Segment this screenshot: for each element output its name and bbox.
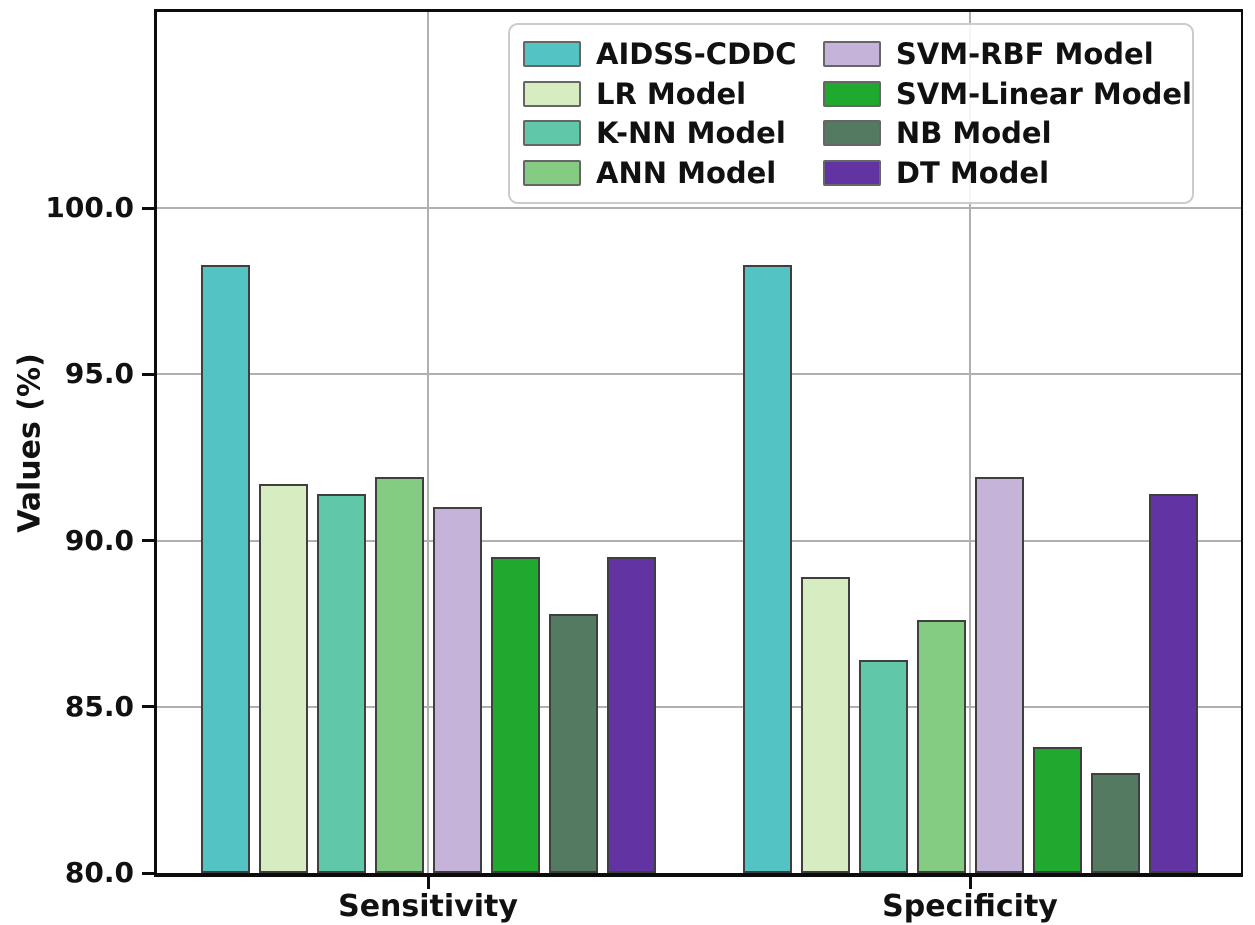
- bar-sensitivity-svm-linear-model: [490, 557, 540, 873]
- y-tick-label-90.0: 90.0: [64, 523, 134, 557]
- legend-label-lr-model: LR Model: [596, 76, 747, 111]
- gridline-y-100.0: [157, 207, 1241, 210]
- legend-swatch-svm-rbf-model: [822, 41, 881, 67]
- plot-inner: [157, 12, 1241, 873]
- x-tick-label-specificity: Specificity: [882, 889, 1058, 924]
- legend-swatch-nb-model: [822, 120, 881, 147]
- legend-column-2: SVM-RBF Model SVM-Linear Model NB Model DT …: [822, 36, 1192, 191]
- bar-sensitivity-dt-model: [606, 557, 656, 873]
- y-tick-label-80.0: 80.0: [64, 856, 134, 889]
- bar-sensitivity-k-nn-model: [316, 494, 366, 873]
- legend-item-svm-linear-model: SVM-Linear Model: [822, 76, 1192, 112]
- x-tick-mark-sensitivity: [426, 877, 430, 889]
- x-tick-label-sensitivity: Sensitivity: [338, 889, 518, 924]
- x-tick-mark-specificity: [968, 877, 972, 889]
- legend-swatch-ann-model: [523, 159, 581, 186]
- y-tick-label-95.0: 95.0: [64, 357, 134, 391]
- legend-label-k-nn-model: K-NN Model: [596, 116, 786, 151]
- y-tick-mark-90.0: [142, 539, 154, 543]
- y-tick-label-85.0: 85.0: [64, 689, 134, 723]
- y-tick-mark-85.0: [142, 705, 154, 709]
- bar-specificity-k-nn-model: [858, 660, 908, 873]
- legend-item-ann-model: ANN Model: [523, 155, 823, 191]
- bar-sensitivity-lr-model: [258, 484, 308, 873]
- bar-specificity-svm-rbf-model: [974, 477, 1024, 873]
- bar-sensitivity-svm-rbf-model: [432, 507, 482, 873]
- y-tick-mark-80.0: [142, 871, 154, 875]
- legend-label-ann-model: ANN Model: [596, 155, 777, 190]
- gridline-y-90.0: [157, 539, 1241, 542]
- bar-specificity-lr-model: [800, 577, 850, 873]
- legend-label-svm-rbf-model: SVM-RBF Model: [895, 37, 1154, 71]
- bar-specificity-aidss-cddc: [742, 264, 792, 873]
- y-tick-mark-95.0: [142, 372, 154, 376]
- legend-item-nb-model: NB Model: [822, 115, 1192, 151]
- legend-swatch-k-nn-model: [523, 120, 581, 147]
- bar-sensitivity-nb-model: [548, 613, 598, 873]
- legend-swatch-dt-model: [822, 159, 881, 186]
- legend-column-1: AIDSS-CDDC LR Model K-NN Model ANN Model: [523, 36, 823, 191]
- y-tick-mark-100.0: [142, 206, 154, 210]
- bar-sensitivity-ann-model: [374, 477, 424, 873]
- legend-swatch-aidss-cddc: [523, 41, 581, 67]
- legend-swatch-lr-model: [523, 80, 581, 107]
- bar-specificity-ann-model: [916, 620, 966, 873]
- legend-item-k-nn-model: K-NN Model: [523, 115, 823, 151]
- legend-item-dt-model: DT Model: [822, 155, 1192, 191]
- bar-specificity-svm-linear-model: [1032, 746, 1082, 873]
- bar-specificity-dt-model: [1148, 494, 1198, 873]
- bar-specificity-nb-model: [1090, 773, 1140, 873]
- legend-item-lr-model: LR Model: [523, 76, 823, 112]
- y-tick-label-100.0: 100.0: [45, 191, 134, 225]
- legend-label-aidss-cddc: AIDSS-CDDC: [596, 37, 797, 71]
- legend-label-nb-model: NB Model: [895, 116, 1052, 151]
- gridline-x-sensitivity: [427, 12, 429, 873]
- plot-area: AIDSS-CDDC LR Model K-NN Model ANN Model SVM…: [154, 9, 1243, 877]
- legend: AIDSS-CDDC LR Model K-NN Model ANN Model SVM…: [508, 23, 1194, 204]
- legend-swatch-svm-linear-model: [822, 80, 881, 107]
- gridline-y-95.0: [157, 373, 1241, 376]
- gridline-x-specificity: [969, 12, 971, 873]
- bar-sensitivity-aidss-cddc: [200, 264, 250, 873]
- legend-label-dt-model: DT Model: [895, 155, 1050, 190]
- gridline-y-85.0: [157, 705, 1241, 708]
- legend-item-svm-rbf-model: SVM-RBF Model: [822, 36, 1192, 72]
- legend-label-svm-linear-model: SVM-Linear Model: [895, 76, 1192, 111]
- legend-item-aidss-cddc: AIDSS-CDDC: [523, 36, 823, 72]
